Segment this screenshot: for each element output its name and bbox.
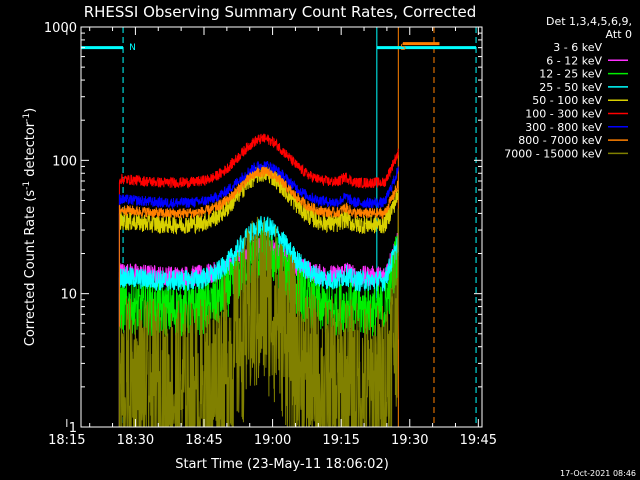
legend-label-1: 6 - 12 keV: [546, 54, 602, 67]
legend-label-4: 50 - 100 keV: [532, 94, 602, 107]
annotation-S: S: [400, 43, 406, 53]
legend-label-6: 300 - 800 keV: [525, 121, 602, 134]
legend-label-8: 7000 - 15000 keV: [504, 147, 602, 160]
y-tick-label-2: 100: [52, 154, 77, 169]
annotation-N: N: [129, 43, 136, 53]
plot-frame: [80, 26, 483, 428]
x-tick-label-1: 18:30: [117, 433, 154, 448]
series-7: [118, 166, 399, 427]
x-tick-label-0: 18:15: [48, 433, 85, 448]
y-tick-label-3: 1000: [44, 21, 77, 36]
x-tick-label-3: 19:00: [254, 433, 291, 448]
y-tick-label-0: 1: [69, 421, 77, 436]
x-tick-label-2: 18:45: [185, 433, 222, 448]
y-tick-label-1: 10: [60, 288, 77, 303]
axes: 18:15 18:30 18:45 19:00 19:15 19:30 19:45 1 10 10…: [44, 21, 497, 448]
legend-label-5: 100 - 300 keV: [525, 108, 602, 121]
series-6: [118, 160, 399, 427]
series-5: [118, 133, 399, 427]
series-3: [118, 215, 399, 427]
footer-timestamp: 17-Oct-2021 08:46: [560, 469, 636, 478]
x-tick-label-5: 19:30: [391, 433, 428, 448]
x-tick-label-6: 19:45: [460, 433, 497, 448]
legend-header-line1: Det 1,3,4,5,6,9,: [546, 15, 632, 28]
legend-label-2: 12 - 25 keV: [539, 68, 602, 81]
y-axis-label: Corrected Count Rate (s-1 detector-1): [22, 108, 38, 346]
chart-title: RHESSI Observing Summary Count Rates, Co…: [84, 3, 477, 21]
x-tick-label-4: 19:15: [322, 433, 359, 448]
legend-label-7: 800 - 7000 keV: [518, 134, 602, 147]
legend-label-0: 3 - 6 keV: [553, 41, 602, 54]
legend-label-3: 25 - 50 keV: [539, 81, 602, 94]
x-axis-label: Start Time (23-May-11 18:06:02): [175, 457, 389, 472]
legend-header-line2: Att 0: [606, 28, 632, 41]
